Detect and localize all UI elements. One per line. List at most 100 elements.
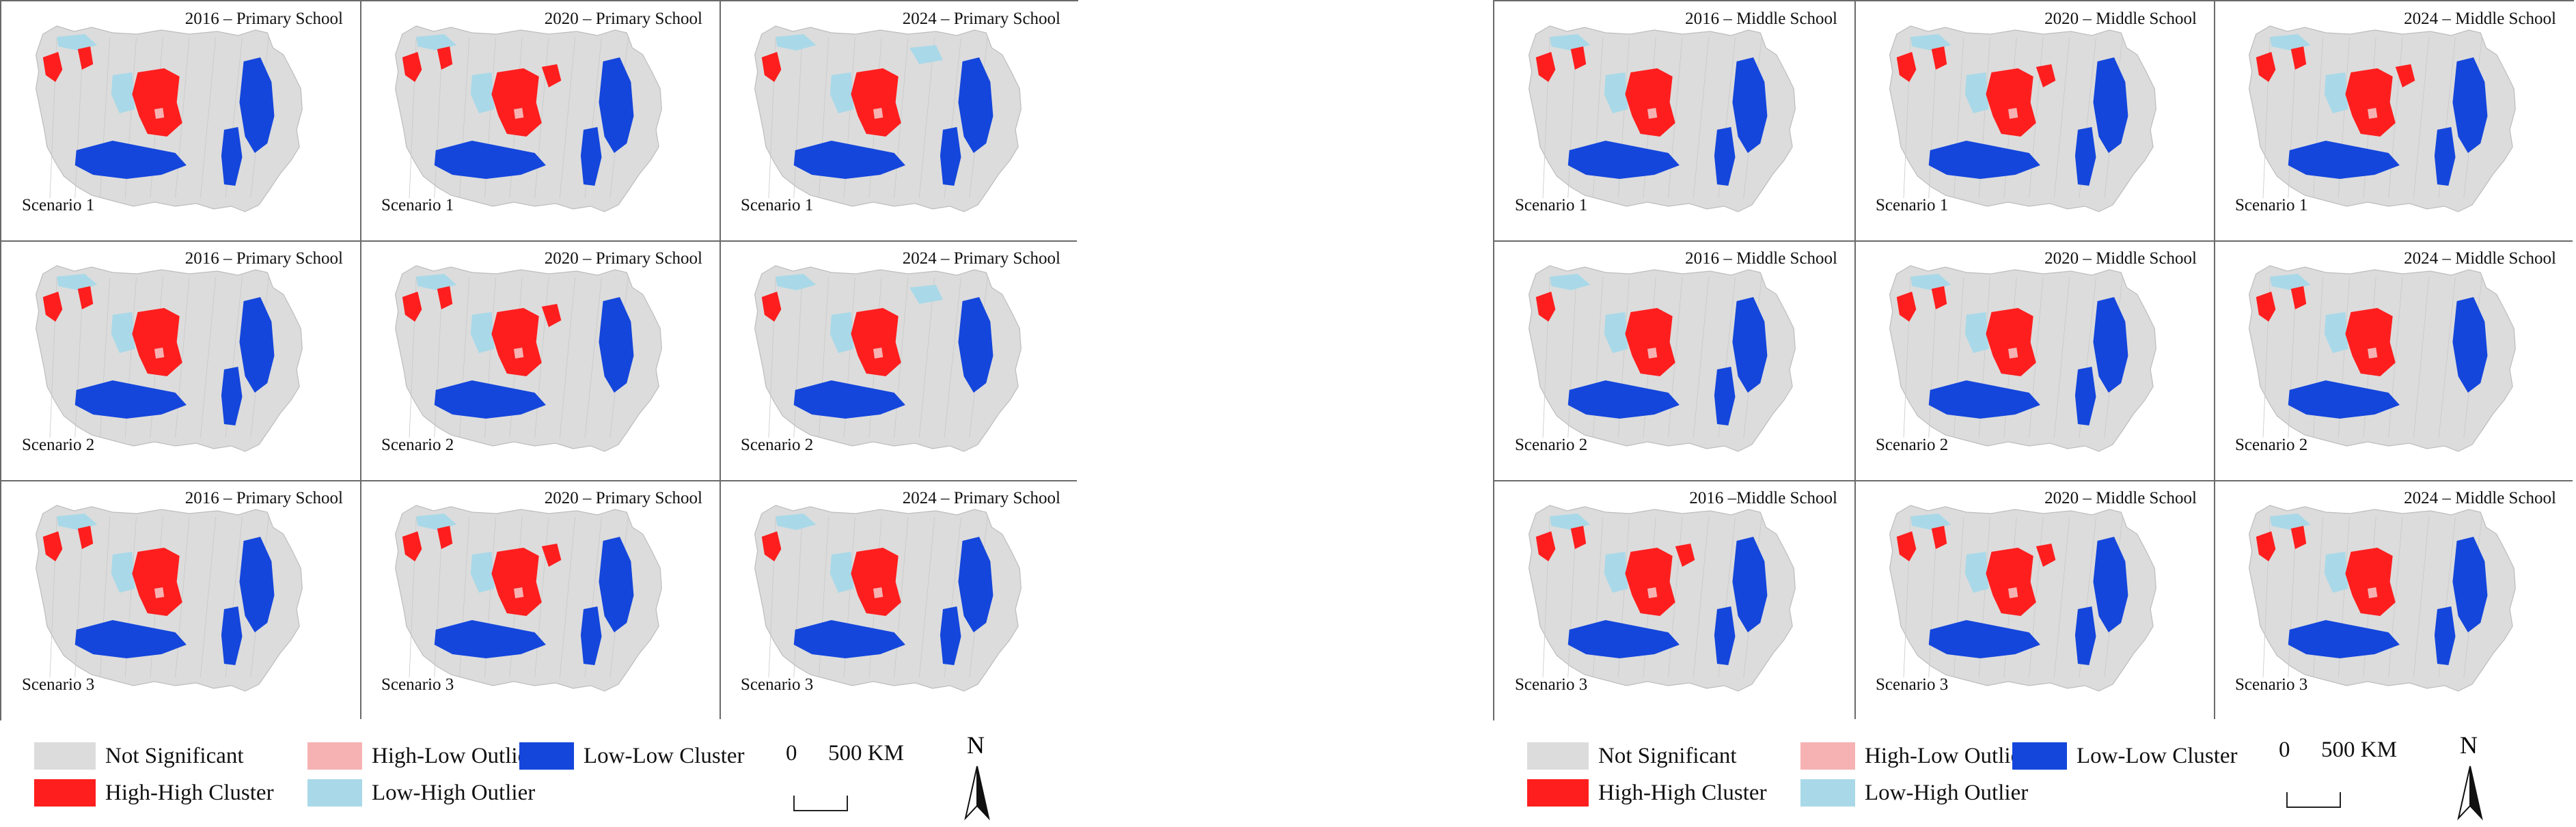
region-low-high: [1964, 72, 1989, 113]
region-low-low: [1732, 537, 1768, 632]
region-low-low: [940, 127, 961, 186]
legend-label: Low-Low Cluster: [2077, 743, 2238, 768]
region-low-low: [2074, 127, 2096, 186]
region-boundary: [200, 37, 217, 199]
legend-swatch: [1800, 742, 1855, 770]
scenario-label: Scenario 3: [22, 675, 95, 694]
region-high-high: [491, 308, 542, 376]
scenario-label: Scenario 2: [1876, 436, 1949, 454]
region-low-high: [57, 34, 98, 51]
region-low-low: [1714, 606, 1736, 665]
cluster-map: [1528, 25, 1796, 212]
region-low-high: [470, 312, 495, 353]
region-low-low: [2288, 141, 2400, 179]
region-high-high: [761, 531, 782, 561]
region-low-low: [2093, 57, 2128, 153]
scale-zero-label: 0: [2279, 738, 2290, 762]
region-low-low: [239, 297, 275, 393]
region-high-high: [851, 308, 901, 376]
panel-title: 2020 – Middle School: [2044, 249, 2197, 268]
region-high-high: [1931, 286, 1947, 309]
region-high-low: [2008, 587, 2018, 598]
legend-label: Not Significant: [1598, 743, 1737, 768]
region-boundary: [1693, 277, 1710, 438]
region-low-low: [1732, 57, 1768, 153]
region-high-high: [761, 52, 782, 82]
cluster-map: [1528, 505, 1796, 692]
scenario-label: Scenario 1: [2235, 196, 2308, 214]
grid-divider: [2214, 1, 2215, 719]
region-low-low: [958, 57, 994, 153]
region-low-low: [2452, 57, 2488, 153]
grid-divider: [1494, 480, 2573, 481]
region-low-high: [830, 312, 854, 353]
north-arrow: N: [2453, 731, 2494, 823]
region-low-low: [2452, 297, 2488, 393]
cluster-map: [394, 25, 662, 212]
region-high-high: [851, 68, 901, 137]
region-high-low: [514, 587, 524, 598]
region-high-high: [491, 548, 542, 616]
region-low-low: [1714, 367, 1736, 425]
legend-item-high-low: High-Low Outlier: [1800, 741, 2028, 771]
region-high-high: [132, 308, 182, 376]
north-arrow-icon: [964, 766, 990, 821]
region-low-low: [793, 620, 905, 658]
scale-bar: 0 500 KM: [779, 741, 929, 816]
region-low-low: [1567, 141, 1680, 179]
region-high-low: [873, 587, 883, 598]
region-high-high: [132, 548, 182, 616]
region-boundary: [2053, 277, 2070, 438]
region-low-high: [1604, 312, 1628, 353]
panel-title: 2024 – Primary School: [902, 10, 1060, 28]
region-boundary: [2413, 277, 2430, 438]
grid-divider: [360, 1, 361, 719]
region-high-high: [77, 286, 94, 309]
legend-swatch: [2012, 742, 2067, 770]
region-low-high: [111, 552, 135, 593]
region-low-high: [1964, 312, 1989, 353]
region-boundary: [918, 277, 935, 438]
legend-item-low-low: Low-Low Cluster: [519, 741, 745, 771]
region-high-low: [1647, 587, 1658, 598]
map-panel: 2016 – Primary School Scenario 3: [1, 481, 361, 720]
region-high-low: [154, 108, 165, 119]
region-high-high: [2036, 544, 2056, 567]
region-low-low: [1567, 380, 1680, 419]
scale-bar-line: [793, 796, 848, 811]
legend-label: Not Significant: [105, 743, 244, 768]
region-high-low: [2008, 108, 2018, 119]
region-high-high: [1896, 531, 1917, 561]
scenario-label: Scenario 2: [2235, 436, 2308, 454]
region-boundary: [1668, 37, 1683, 199]
panel-title: 2024 – Middle School: [2404, 249, 2556, 268]
panel-title: 2020 – Primary School: [544, 10, 702, 28]
legend-item-high-high: High-High Cluster: [34, 778, 274, 808]
scenario-label: Scenario 3: [1515, 675, 1588, 694]
region-boundary: [175, 37, 190, 199]
scenario-label: Scenario 2: [1515, 436, 1588, 454]
region-low-high: [2270, 514, 2311, 530]
region-high-high: [2290, 46, 2307, 70]
region-boundary: [200, 516, 217, 678]
region-low-high: [416, 34, 457, 51]
region-low-high: [2324, 72, 2348, 113]
region-boundary: [1693, 516, 1710, 678]
region-high-low: [873, 348, 883, 359]
cluster-map: [35, 505, 303, 692]
region-boundary: [534, 516, 549, 678]
region-boundary: [1668, 516, 1683, 678]
region-boundary: [2388, 37, 2403, 199]
map-panel: 2024 – Middle School Scenario 2: [2215, 241, 2574, 481]
region-low-high: [830, 72, 854, 113]
region-boundary: [559, 37, 576, 199]
region-high-high: [2036, 64, 2056, 87]
region-low-low: [2074, 606, 2096, 665]
grid-divider: [1854, 1, 1856, 719]
region-low-low: [2452, 537, 2488, 632]
region-high-high: [437, 286, 453, 309]
region-high-high: [1570, 46, 1587, 70]
region-high-high: [42, 52, 63, 82]
legend-swatch: [1527, 742, 1589, 770]
cluster-map: [2248, 265, 2516, 452]
